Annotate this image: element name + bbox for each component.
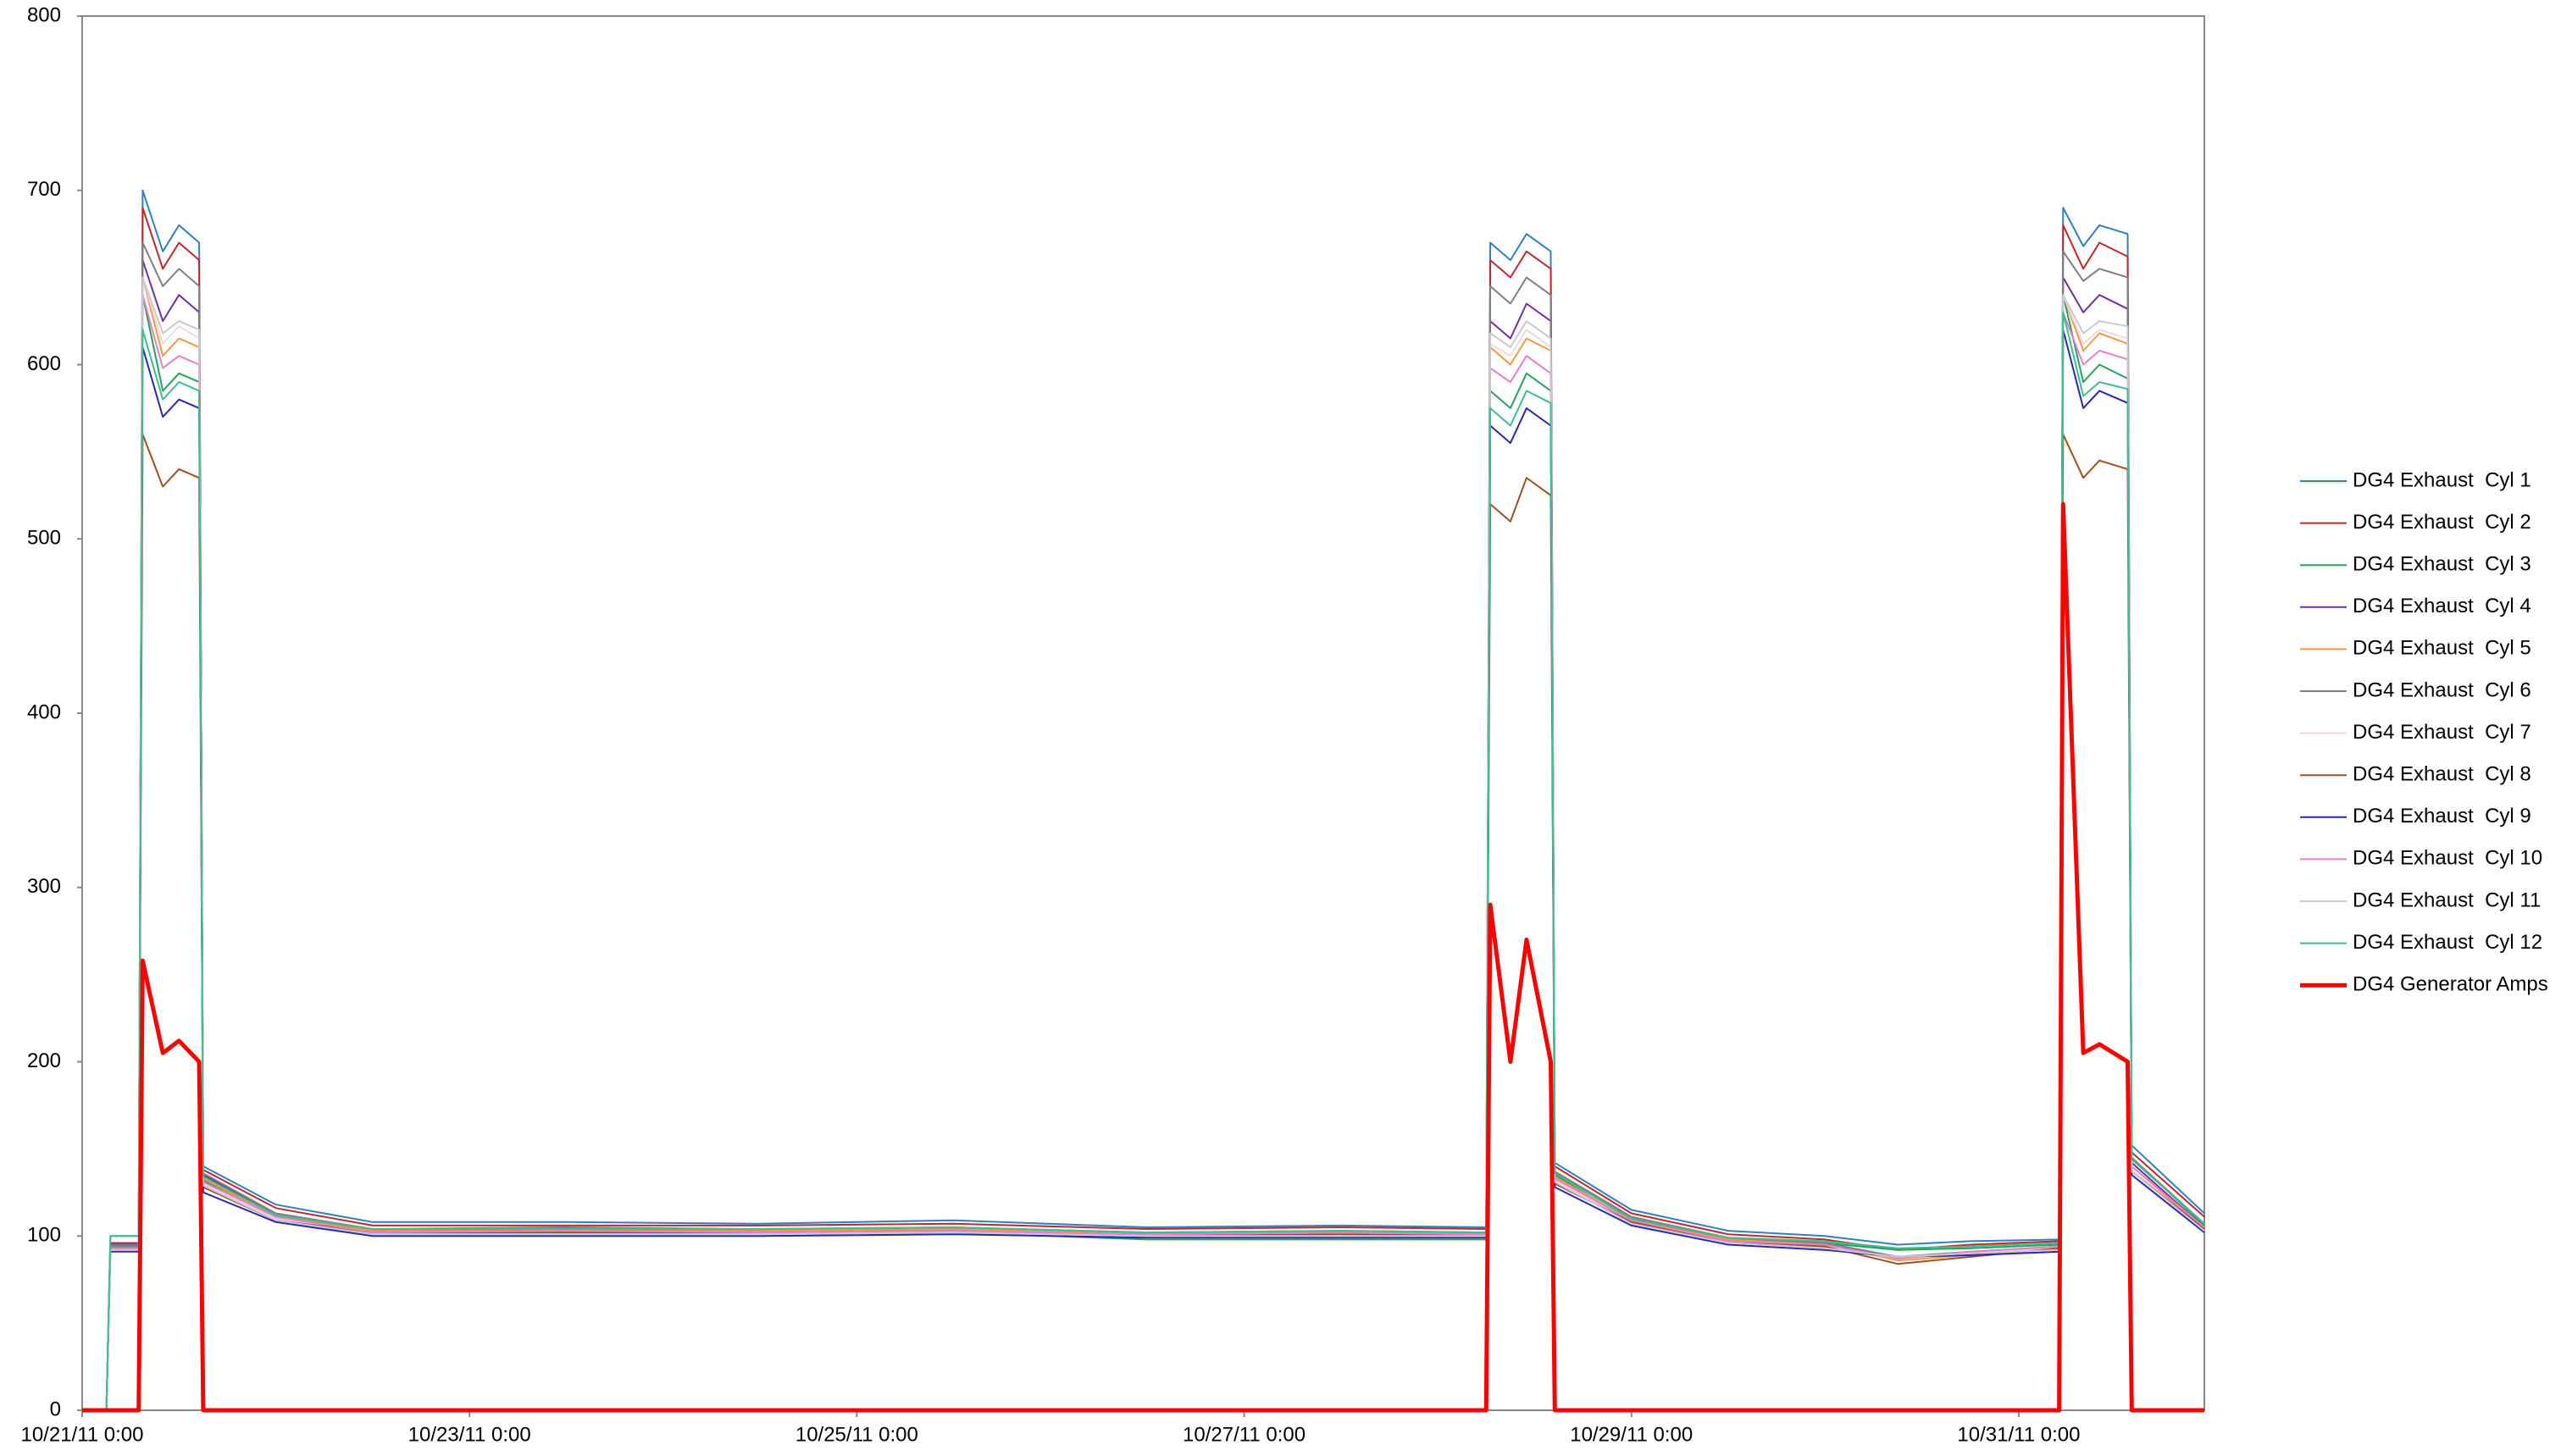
y-tick-label: 200 xyxy=(27,1049,61,1072)
legend-label: DG4 Exhaust Cyl 9 xyxy=(2353,805,2531,828)
series-line xyxy=(82,501,2204,1413)
y-tick-label: 600 xyxy=(27,352,61,375)
legend-label: DG4 Generator Amps xyxy=(2353,973,2548,996)
x-tick-label: 10/25/11 0:00 xyxy=(795,1423,918,1446)
y-tick-label: 700 xyxy=(27,178,61,201)
x-tick-label: 10/31/11 0:00 xyxy=(1957,1423,2080,1446)
x-tick-label: 10/27/11 0:00 xyxy=(1183,1423,1305,1446)
y-tick-label: 400 xyxy=(27,700,61,723)
legend-label: DG4 Exhaust Cyl 12 xyxy=(2353,931,2542,954)
legend-label: DG4 Exhaust Cyl 5 xyxy=(2353,637,2531,660)
series-line xyxy=(82,189,2205,1411)
legend-label: DG4 Exhaust Cyl 2 xyxy=(2353,511,2531,534)
legend-label: DG4 Exhaust Cyl 8 xyxy=(2353,763,2531,786)
series-line xyxy=(82,311,2205,1411)
series-line xyxy=(82,276,2205,1411)
y-tick-label: 500 xyxy=(27,527,61,550)
plot-frame xyxy=(81,15,2205,1411)
y-tick-label: 0 xyxy=(50,1398,61,1420)
series-line xyxy=(82,276,2205,1411)
y-tick-label: 300 xyxy=(27,875,61,898)
legend-label: DG4 Exhaust Cyl 7 xyxy=(2353,721,2531,744)
legend-label: DG4 Exhaust Cyl 10 xyxy=(2353,847,2542,870)
x-tick-label: 10/21/11 0:00 xyxy=(20,1423,143,1446)
x-tick-label: 10/29/11 0:00 xyxy=(1570,1423,1693,1446)
y-tick-label: 800 xyxy=(27,3,61,26)
series-line xyxy=(82,276,2205,1411)
legend-label: DG4 Exhaust Cyl 11 xyxy=(2353,889,2541,911)
legend-label: DG4 Exhaust Cyl 4 xyxy=(2353,595,2531,617)
y-tick-label: 100 xyxy=(27,1224,61,1247)
legend-label: DG4 Exhaust Cyl 3 xyxy=(2353,553,2531,576)
series-line xyxy=(82,433,2205,1411)
legend-label: DG4 Exhaust Cyl 6 xyxy=(2353,678,2531,701)
legend-label: DG4 Exhaust Cyl 1 xyxy=(2353,468,2531,491)
x-tick-label: 10/23/11 0:00 xyxy=(408,1423,531,1446)
